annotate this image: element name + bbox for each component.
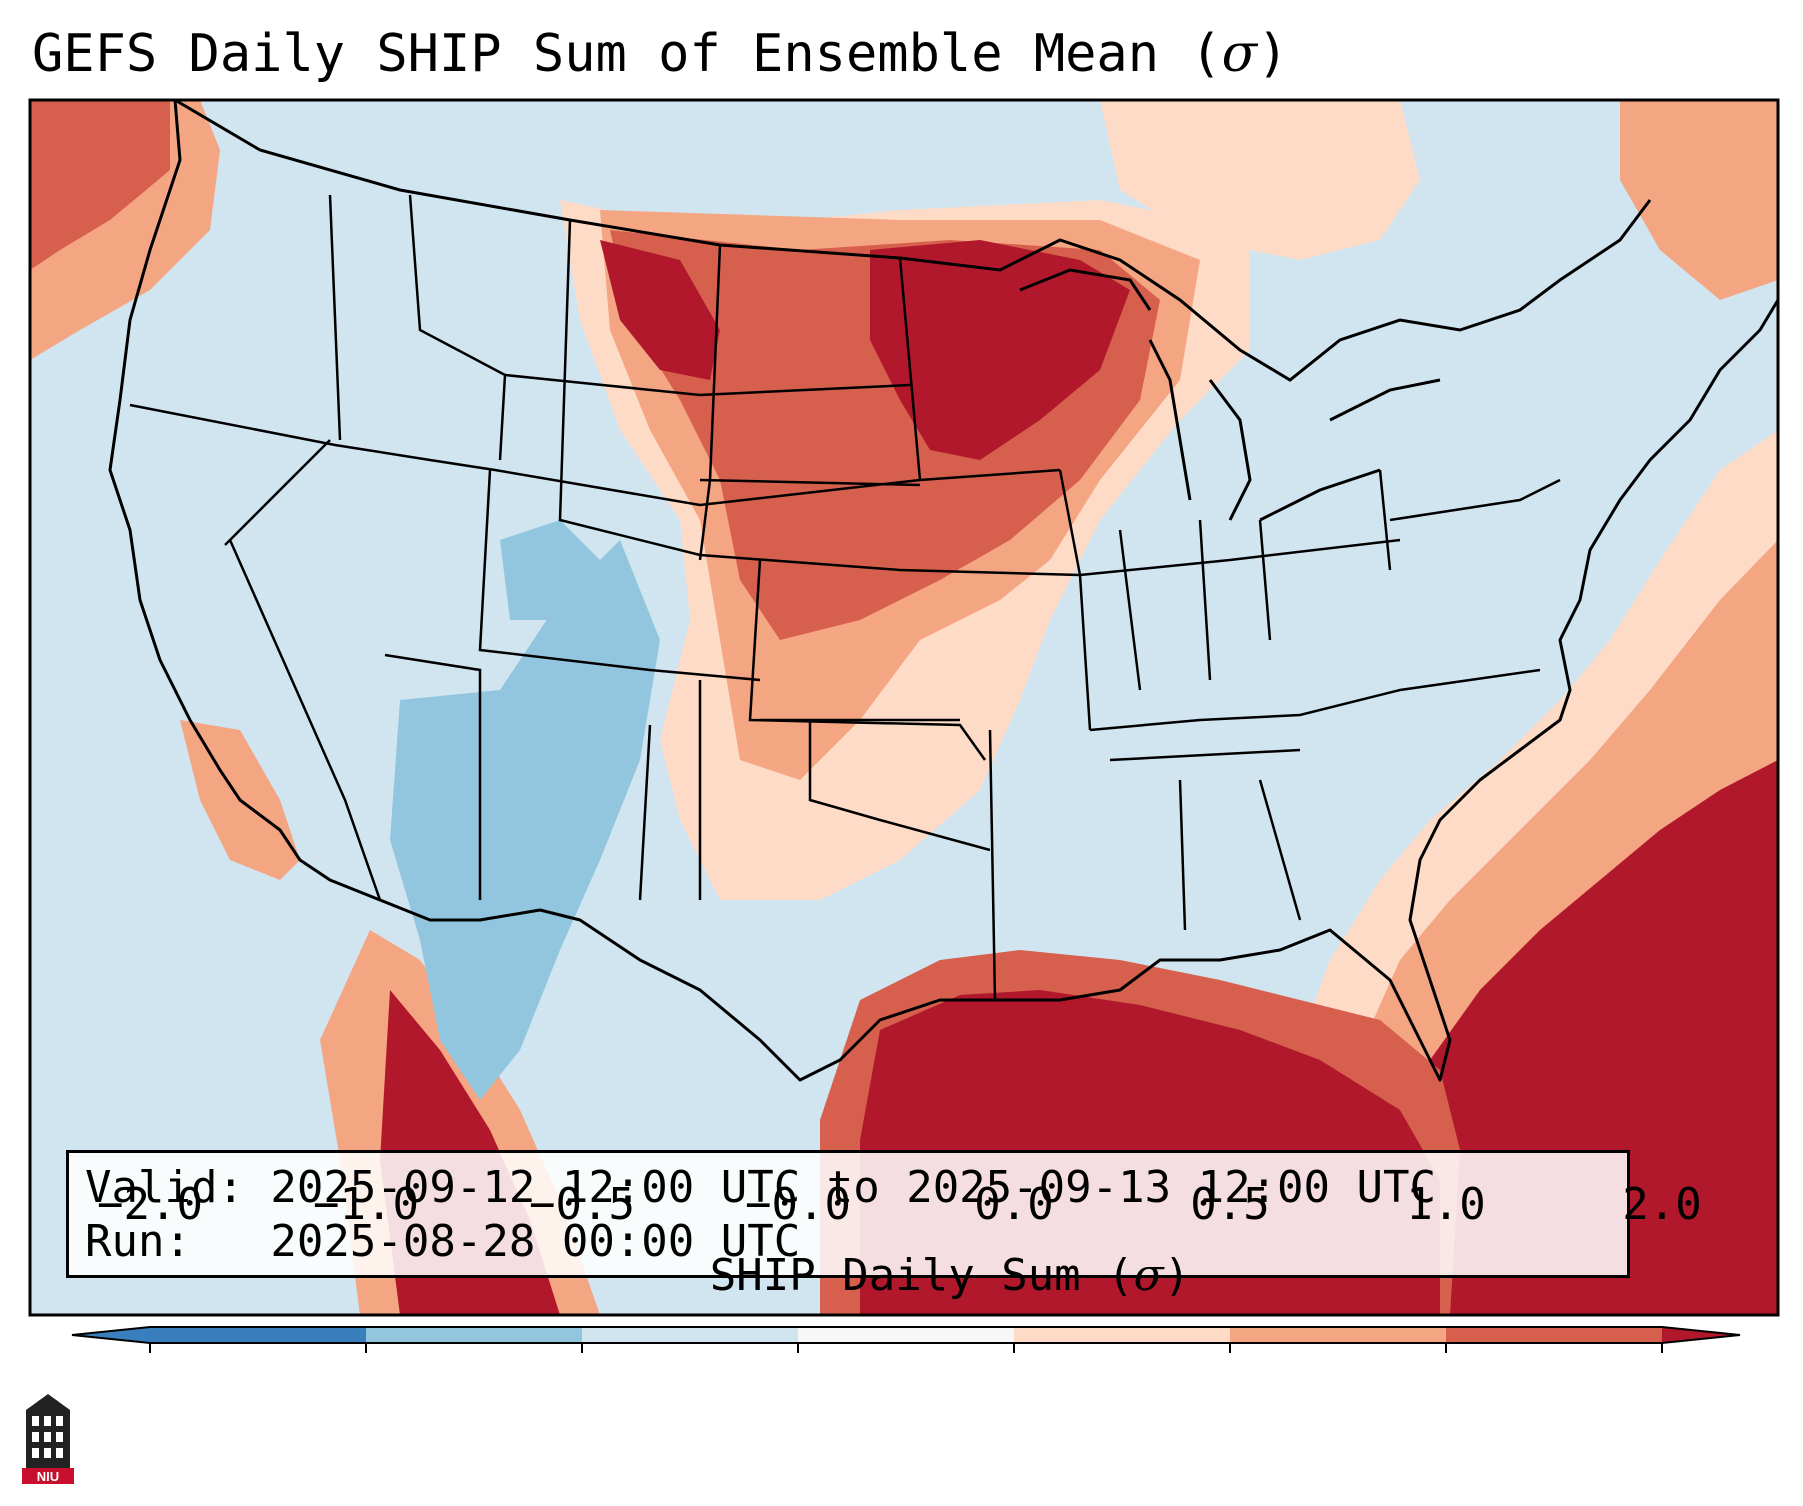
- state-lines: [129, 194, 1561, 1001]
- colorbar-segment: [150, 1327, 367, 1343]
- chart-title: GEFS Daily SHIP Sum of Ensemble Mean (σ): [32, 24, 1289, 84]
- colorbar-segment: [798, 1327, 1015, 1343]
- niu-logo: NIU: [22, 1394, 74, 1484]
- colorbar-tick-label: −0.0: [745, 1179, 851, 1230]
- southwest-negative: [390, 540, 660, 1100]
- pacific-nw-anomaly-max: [30, 100, 170, 270]
- colorbar-tick-label: −2.0: [97, 1179, 203, 1230]
- niu-logo-text: NIU: [37, 1469, 59, 1484]
- colorbar: [71, 1326, 1741, 1353]
- colorbar-extend-max: [1662, 1327, 1740, 1343]
- great-lakes: [1019, 268, 1441, 522]
- valid-time-text: Valid: 2025-09-12 12:00 UTC to 2025-09-1…: [85, 1162, 1437, 1213]
- info-box: Valid: 2025-09-12 12:00 UTC to 2025-09-1…: [66, 1150, 1630, 1278]
- colorbar-tick-label: 0.5: [1190, 1179, 1270, 1230]
- canada-anomaly: [1100, 100, 1420, 260]
- colorbar-tick-label: 1.0: [1406, 1179, 1486, 1230]
- colorbar-tick-label: −0.5: [529, 1179, 635, 1230]
- map-frame: [28, 98, 1780, 1317]
- canada-east-anomaly: [1620, 100, 1778, 300]
- colorbar-tick-label: −1.0: [313, 1179, 419, 1230]
- colorbar-title: SHIP Daily Sum (σ): [709, 1250, 1191, 1301]
- colorbar-segment: [366, 1327, 583, 1343]
- colorbar-tick-label: 0.0: [974, 1179, 1054, 1230]
- run-time-text: Run: 2025-08-28 00:00 UTC: [85, 1216, 801, 1267]
- colorbar-segment: [1446, 1327, 1663, 1343]
- colorbar-segment: [582, 1327, 799, 1343]
- rockies-anomaly: [600, 240, 720, 380]
- us-outline: [108, 100, 1778, 1082]
- colorbar-extend-min: [72, 1327, 150, 1343]
- colorbar-tick-label: 2.0: [1622, 1179, 1702, 1230]
- colorbar-segment: [1230, 1327, 1447, 1343]
- map-panel: [30, 100, 1778, 1315]
- upper-midwest-anomaly: [870, 240, 1130, 460]
- colorbar-segment: [1014, 1327, 1231, 1343]
- northern-rockies-negative: [500, 520, 600, 620]
